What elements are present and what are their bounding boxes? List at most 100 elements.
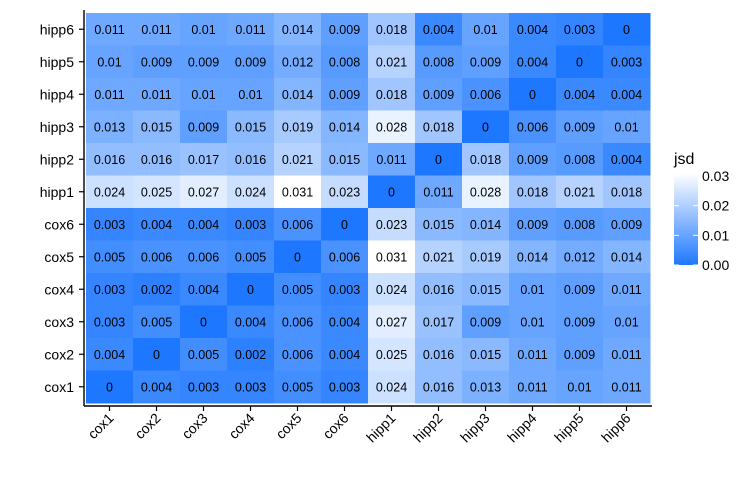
cell-value-label: 0.009 [517,153,548,167]
cell-value-label: 0.006 [329,250,360,264]
x-tick-label: cox1 [84,410,116,442]
cell-value-label: 0 [529,88,536,102]
cell-value-label: 0.009 [564,120,595,134]
heatmap-cell [274,240,322,274]
x-tick-label: cox2 [131,410,163,442]
cell-value-label: 0.004 [141,218,172,232]
heatmap-cell [368,208,416,241]
cell-value-label: 0.021 [564,185,595,199]
heatmap-cell [274,110,322,144]
heatmap-cell [86,175,134,209]
heatmap-cell [368,305,416,339]
heatmap-cell [321,110,369,144]
cell-value-label: 0.01 [238,88,262,102]
cell-value-label: 0.005 [235,250,266,264]
heatmap-cell [180,45,228,79]
x-tick-label: cox3 [178,410,210,442]
heatmap-cell [180,370,228,404]
cell-value-label: 0.011 [517,348,547,362]
cell-value-label: 0.004 [564,88,595,102]
heatmap-cell [415,208,463,241]
cell-value-label: 0.017 [188,153,219,167]
cell-value-label: 0.015 [470,283,501,297]
heatmap-cell [556,110,604,144]
heatmap-cell [415,273,463,306]
cell-value-label: 0.009 [423,88,454,102]
cell-value-label: 0.008 [564,218,595,232]
heatmap-cell [86,208,134,241]
heatmap-cell [274,370,322,404]
cell-value-label: 0.003 [235,218,266,232]
heatmap-cell [462,13,510,46]
heatmap-cell [227,208,275,241]
cell-value-label: 0.01 [520,315,544,329]
heatmap-cell [274,143,322,176]
cell-value-label: 0 [576,55,583,69]
heatmap-cell [227,175,275,209]
cell-value-label: 0.003 [94,315,125,329]
heatmap-cell [180,240,228,274]
cell-value-label: 0.019 [282,120,313,134]
cell-value-label: 0.004 [235,315,266,329]
heatmap-cell [133,338,181,371]
cell-value-label: 0.028 [376,120,407,134]
cell-value-label: 0.011 [423,185,453,199]
y-tick-label: cox6 [44,216,74,232]
heatmap-cell [274,338,322,371]
heatmap-cell [133,45,181,79]
cell-value-label: 0.027 [376,315,407,329]
heatmap-cell [321,175,369,209]
x-tick-label: cox4 [225,410,257,442]
heatmap-cell [415,175,463,209]
heatmap-cell [415,78,463,111]
heatmap-cell [180,78,228,111]
cell-value-label: 0.011 [141,23,171,37]
heatmap-cell [603,13,651,46]
cell-value-label: 0.015 [470,348,501,362]
cell-value-label: 0.005 [94,250,125,264]
heatmap-cell [556,78,604,111]
y-tick-label: cox1 [44,379,74,395]
cell-value-label: 0.004 [517,55,548,69]
heatmap-cell [86,273,134,306]
cell-value-label: 0.003 [94,218,125,232]
heatmap-cell [321,45,369,79]
x-tick-label: cox5 [272,410,304,442]
heatmap-cell [603,208,651,241]
y-tick-label: cox4 [44,281,74,297]
heatmap-cell [368,273,416,306]
heatmap-cell [133,110,181,144]
heatmap-cell [509,208,557,241]
heatmap-cell [321,78,369,111]
cell-value-label: 0.024 [376,380,407,394]
heatmap-cells: 0.011 0.011 0.01 0.011 0.014 0.009 0.018 0.004 0… [86,13,651,404]
cell-value-label: 0.004 [611,153,642,167]
heatmap-cell [133,208,181,241]
heatmap-cell [86,305,134,339]
heatmap-cell [368,13,416,46]
heatmap-cell [509,110,557,144]
cell-value-label: 0.011 [611,348,641,362]
heatmap-cell [462,338,510,371]
cell-value-label: 0 [435,153,442,167]
cell-value-label: 0.004 [329,348,360,362]
heatmap-cell [556,175,604,209]
heatmap-cell [133,175,181,209]
cell-value-label: 0.004 [423,23,454,37]
cell-value-label: 0.012 [564,250,595,264]
heatmap-cell [462,45,510,79]
cell-value-label: 0.003 [94,283,125,297]
x-tick-label: hipp4 [504,410,540,446]
heatmap-cell [86,370,134,404]
cell-value-label: 0.031 [376,250,407,264]
heatmap-cell [133,13,181,46]
cell-value-label: 0.004 [611,88,642,102]
cell-value-label: 0.012 [282,55,313,69]
heatmap-cell [321,143,369,176]
heatmap-cell [415,305,463,339]
heatmap-cell [509,305,557,339]
cell-value-label: 0.023 [329,185,360,199]
cell-value-label: 0.018 [376,23,407,37]
heatmap-cell [274,273,322,306]
heatmap-cell [180,175,228,209]
